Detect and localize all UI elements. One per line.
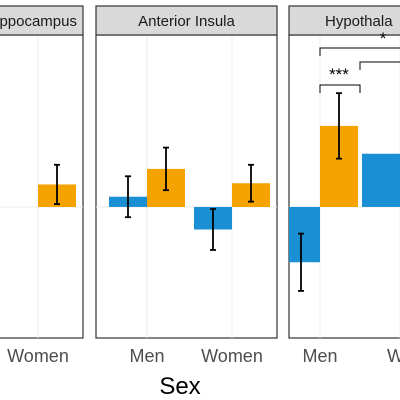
significance-bracket [319,47,400,56]
facet-bars-2 [109,146,270,251]
x-tick-label: Women [201,346,263,366]
x-tick-label: Men [129,346,164,366]
significance-bracket [319,84,361,93]
x-tick-label: Men [302,346,337,366]
bar [289,206,320,263]
significance-bracket [359,61,400,70]
facet-strip-3 [288,5,400,36]
x-axis-title: Sex [159,373,200,400]
facet-bars-3 [289,92,400,292]
facet-strip-2 [95,5,278,36]
significance-label: *** [329,65,349,84]
x-tick-label: Women [7,346,69,366]
facet-label: Anterior Insula [138,13,235,30]
facet-strip-1 [0,5,84,36]
significance-label: * [380,29,387,48]
bar [362,153,400,207]
facet-label: Hypothala [325,13,393,30]
x-tick-label: W [387,346,400,366]
facet-label: ippocampus [0,13,77,30]
facet-bars-1 [38,163,76,207]
